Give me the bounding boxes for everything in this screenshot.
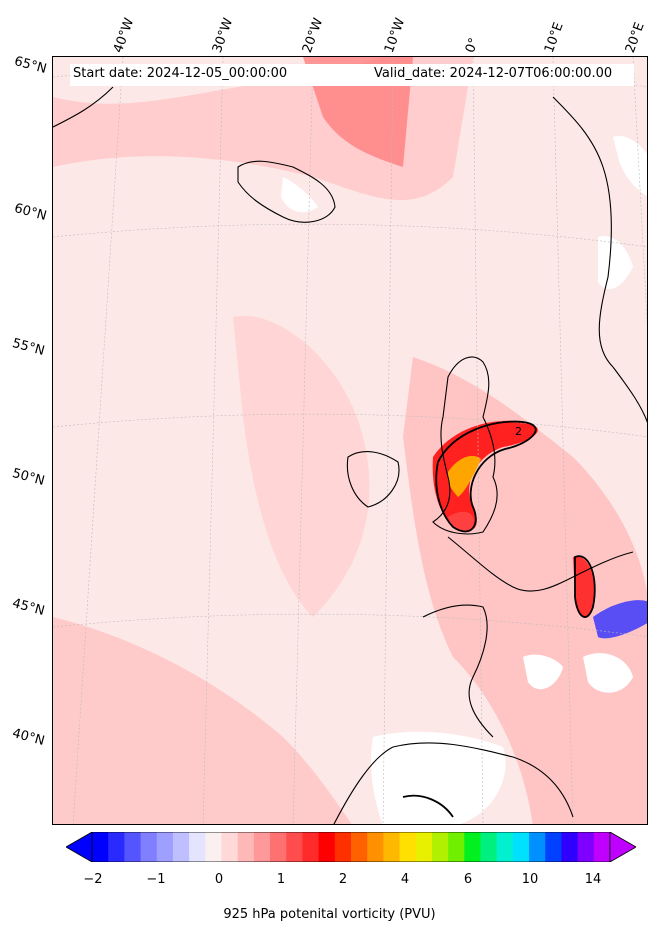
masked-alps (523, 654, 563, 690)
colorbar-cell (270, 832, 287, 862)
colorbar-cell (448, 832, 465, 862)
lat-label-45n: 45°N (10, 596, 47, 619)
colorbar-tick: 14 (584, 872, 602, 887)
colorbar-cell (496, 832, 514, 862)
colorbar-cell (367, 832, 384, 862)
negative-pv-patch (593, 600, 647, 639)
lon-label-40w: 40°W (110, 16, 138, 55)
cyclone-extreme (447, 455, 481, 497)
pv-east-core (573, 556, 595, 618)
colorbar-cell (399, 832, 417, 862)
colorbar-cell (189, 832, 206, 862)
lon-label-20e: 20°E (622, 20, 648, 55)
colorbar-cell (577, 832, 595, 862)
lon-label-30w: 30°W (209, 16, 237, 55)
coastlines (53, 86, 647, 824)
colorbar-cell (561, 832, 579, 862)
colorbar-cell (383, 832, 401, 862)
lat-label-60n: 60°N (12, 201, 49, 224)
pv-swath-central (233, 315, 370, 617)
colorbar-cell (253, 832, 271, 862)
colorbar (66, 832, 636, 862)
colorbar-cell (512, 832, 530, 862)
masked-alps-east (583, 653, 633, 693)
colorbar-cell (124, 832, 142, 862)
colorbar-tick: 6 (463, 872, 473, 887)
contour-label-2: 2 (515, 425, 522, 438)
colorbar-cell (108, 832, 125, 862)
cyclone-core (432, 420, 538, 531)
pv-swath-southwest (53, 617, 352, 824)
colorbar-tick: 10 (521, 872, 539, 887)
colorbar-label: 925 hPa potenital vorticity (PVU) (223, 907, 436, 922)
colorbar-cells (91, 832, 611, 862)
colorbar-extend-high (609, 832, 636, 862)
masked-iberia (371, 731, 506, 824)
colorbar-cell (334, 832, 352, 862)
pv-contours (402, 420, 596, 818)
lat-label-65n: 65°N (12, 54, 49, 77)
lat-label-50n: 50°N (10, 466, 47, 489)
colorbar-cell (593, 832, 611, 862)
colorbar-tick: 2 (338, 872, 348, 887)
cyclone-south-core (448, 511, 474, 532)
start-date-label: Start date: 2024-12-05_00:00:00 (73, 66, 288, 81)
colorbar-cell (529, 832, 546, 862)
lon-label-10w: 10°W (381, 16, 409, 55)
colorbar-tick: −1 (146, 872, 166, 887)
colorbar-cell (172, 832, 190, 862)
colorbar-cell (318, 832, 336, 862)
masked-iceland (281, 177, 318, 213)
lon-label-20w: 20°W (299, 16, 327, 55)
colorbar-tick: 4 (400, 872, 410, 887)
colorbar-cell (140, 832, 158, 862)
colorbar-cell (415, 832, 433, 862)
colorbar-extend-low (66, 832, 93, 862)
valid-date-label: Valid_date: 2024-12-07T06:00:00.00 (374, 66, 613, 81)
colorbar-tick: 0 (214, 872, 224, 887)
colorbar-cell (431, 832, 449, 862)
colorbar-cell (92, 832, 109, 862)
colorbar-tick: 1 (276, 872, 286, 887)
date-header-bar (70, 64, 634, 86)
masked-norway (598, 236, 633, 290)
colorbar-cell (205, 832, 222, 862)
colorbar-cell (351, 832, 368, 862)
colorbar-cell (237, 832, 255, 862)
lon-label-10e: 10°E (541, 20, 567, 55)
colorbar-cell (480, 832, 498, 862)
masked-norway-north (613, 136, 647, 196)
colorbar-cell (156, 832, 174, 862)
colorbar-cell (286, 832, 303, 862)
colorbar-cell (464, 832, 481, 862)
colorbar-tick: −2 (83, 872, 103, 887)
colorbar-cell (221, 832, 239, 862)
lat-label-55n: 55°N (10, 336, 47, 359)
colorbar-cell (545, 832, 562, 862)
vorticity-map: 2 (53, 57, 647, 824)
lon-label-0: 0° (462, 35, 483, 55)
lat-label-40n: 40°N (10, 726, 47, 749)
colorbar-cell (302, 832, 320, 862)
map-plot-area: 2 (52, 56, 648, 825)
